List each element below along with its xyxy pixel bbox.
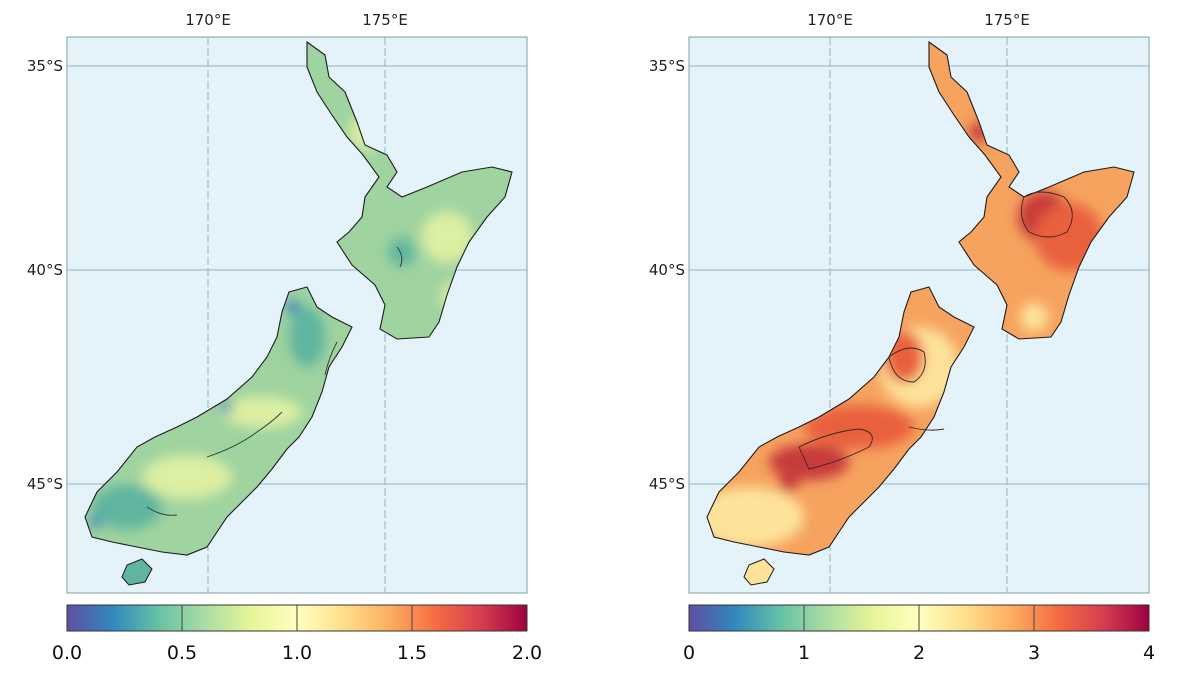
- colorbar-tick-label: 1.5: [397, 642, 427, 664]
- lat-label-45s: 45°S: [27, 475, 63, 493]
- colorbar-tick-label: 0.5: [167, 642, 197, 664]
- south-island: [84, 286, 353, 556]
- lon-label-170e: 170°E: [807, 11, 853, 29]
- colorbar-tick-label: 2: [913, 642, 925, 664]
- lon-label-175e: 175°E: [984, 11, 1030, 29]
- lat-label-40s: 40°S: [27, 261, 63, 279]
- colorbar-tick-label: 0: [683, 642, 695, 664]
- lat-label-35s: 35°S: [27, 57, 63, 75]
- lat-label-45s: 45°S: [649, 475, 685, 493]
- colorbar-tick-label: 0.0: [52, 642, 82, 664]
- colorbar-tick-label: 3: [1028, 642, 1040, 664]
- lon-label-175e: 175°E: [362, 11, 408, 29]
- colorbar-tick-label: 1.0: [282, 642, 312, 664]
- south-island: [706, 286, 975, 556]
- colorbar-tick-label: 1: [798, 642, 810, 664]
- map-panel-left: 170°E 175°E 35°S 40°S 45°S 0.0 0.5 1.0 1.5 2…: [27, 11, 542, 664]
- colorbar-right: 0 1 2 3 4: [683, 604, 1155, 664]
- map-panel-right: 170°E 175°E 35°S 40°S 45°S 0 1 2 3 4: [649, 11, 1155, 664]
- lon-label-170e: 170°E: [185, 11, 231, 29]
- lat-label-35s: 35°S: [649, 57, 685, 75]
- colorbar-left: 0.0 0.5 1.0 1.5 2.0: [52, 604, 542, 664]
- colorbar-tick-label: 2.0: [512, 642, 542, 664]
- contours: [798, 191, 1073, 470]
- contours: [146, 246, 403, 516]
- lat-label-40s: 40°S: [649, 261, 685, 279]
- colorbar-tick-label: 4: [1143, 642, 1155, 664]
